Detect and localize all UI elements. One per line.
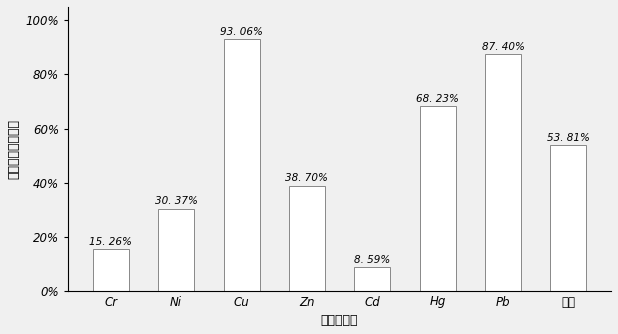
Text: 53. 81%: 53. 81%	[547, 133, 590, 143]
Bar	[224, 39, 260, 291]
Bar	[93, 249, 129, 291]
Text: 30. 37%: 30. 37%	[154, 196, 198, 206]
Text: 68. 23%: 68. 23%	[416, 94, 459, 104]
Bar	[289, 186, 325, 291]
Text: 93. 06%: 93. 06%	[220, 26, 263, 36]
Bar	[485, 54, 521, 291]
Bar	[354, 268, 390, 291]
Text: 15. 26%: 15. 26%	[90, 237, 132, 247]
Text: 87. 40%: 87. 40%	[481, 42, 525, 52]
X-axis label: 重金属种类: 重金属种类	[321, 314, 358, 327]
Bar	[158, 209, 194, 291]
Text: 8. 59%: 8. 59%	[354, 255, 391, 265]
Bar	[551, 145, 586, 291]
Y-axis label: 重金属浸出降低率: 重金属浸出降低率	[7, 119, 20, 179]
Text: 38. 70%: 38. 70%	[286, 173, 328, 183]
Bar	[420, 106, 455, 291]
